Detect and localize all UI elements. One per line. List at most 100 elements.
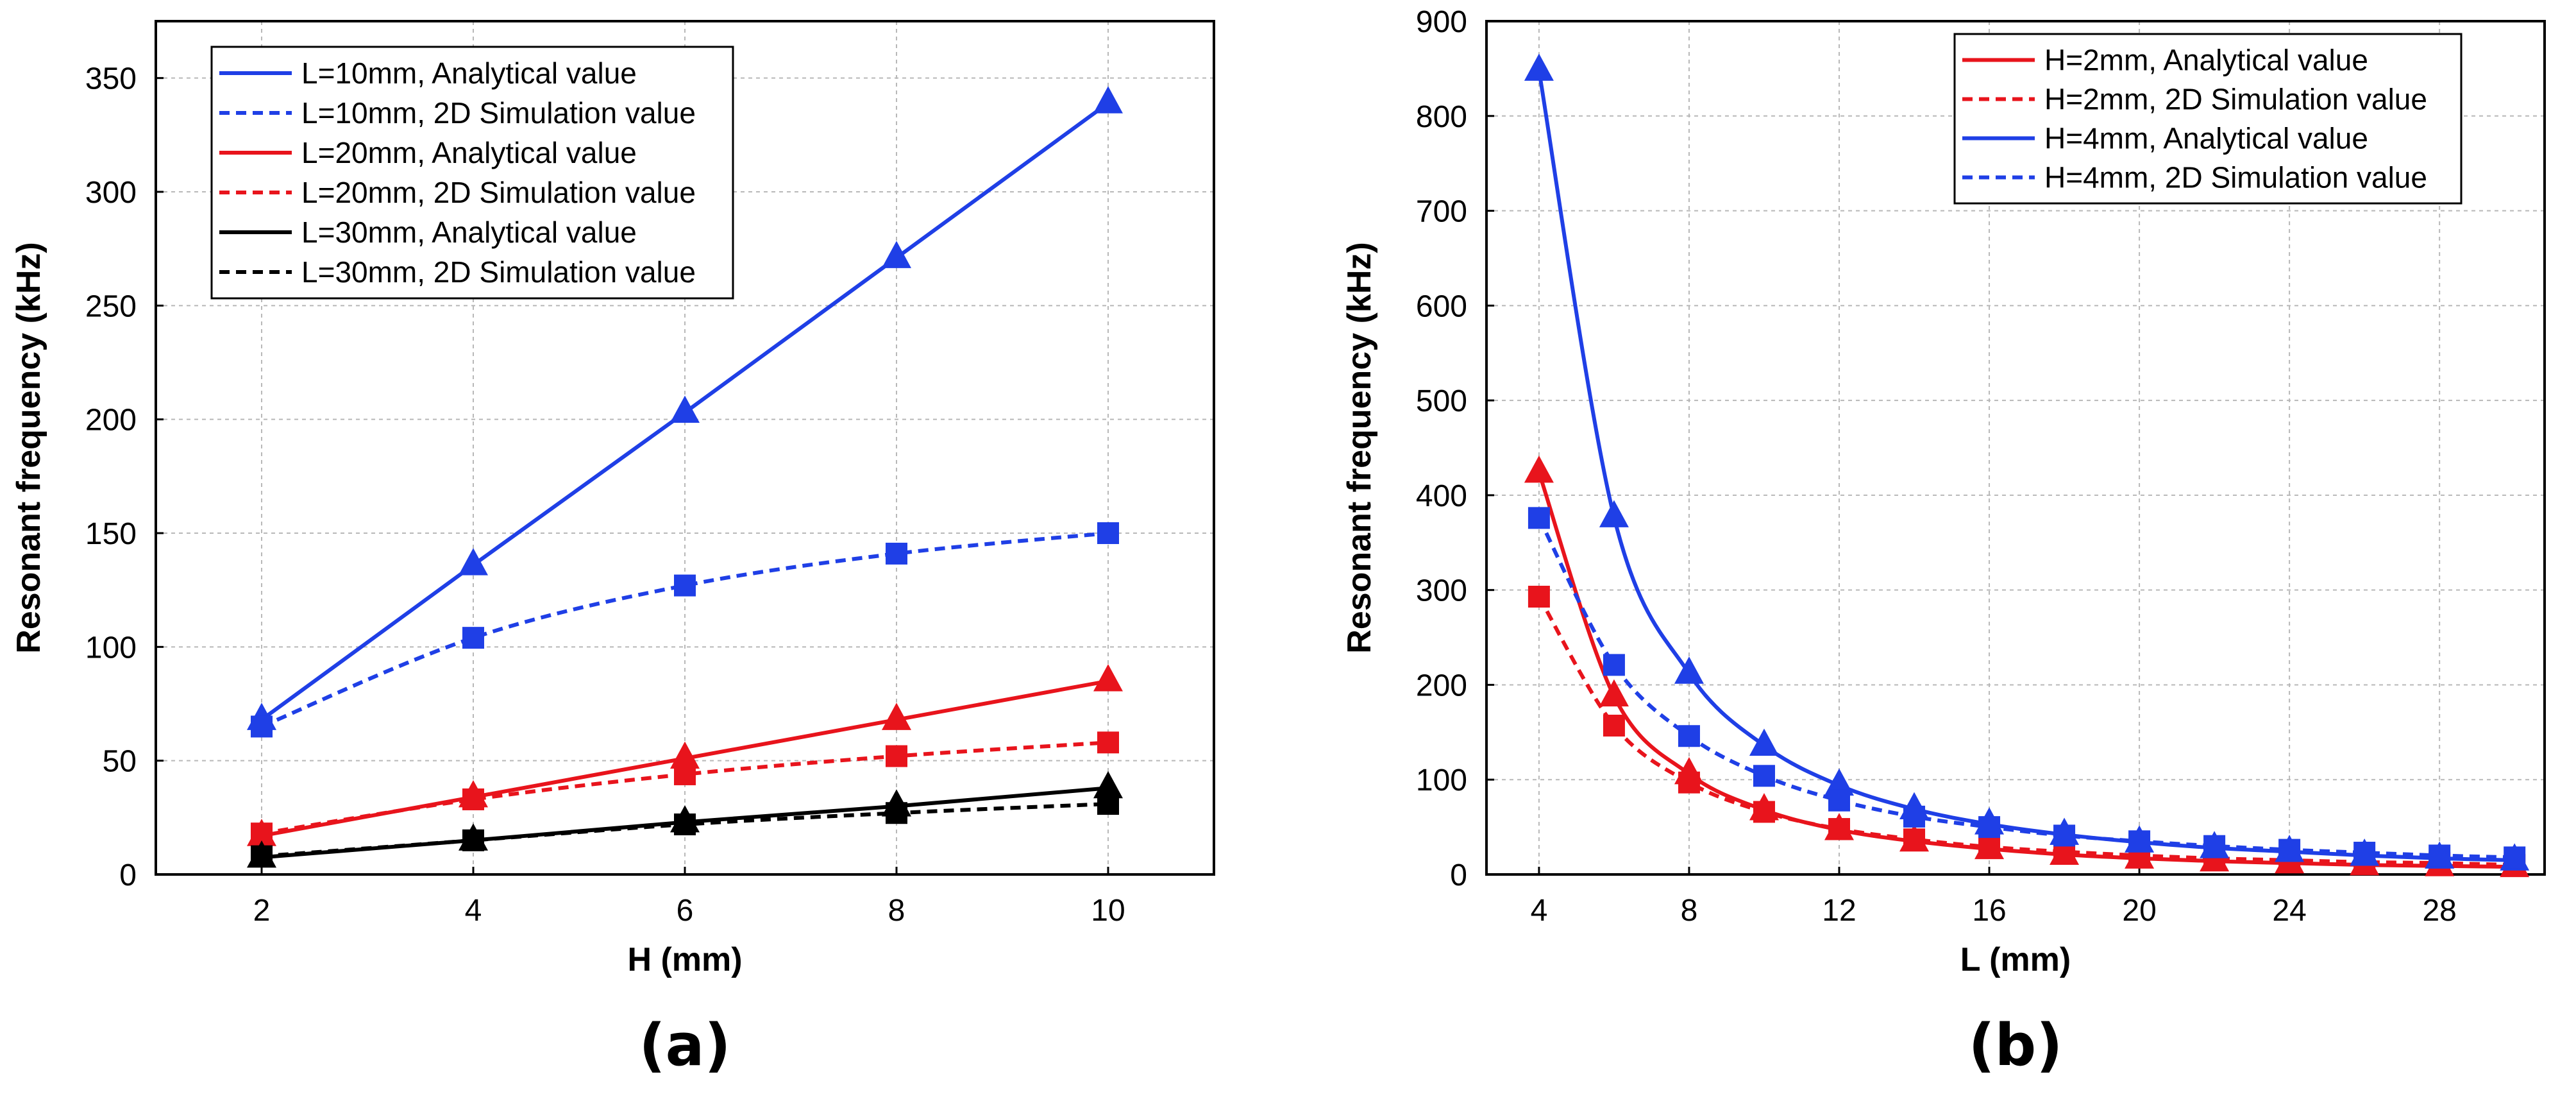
series-line [261,740,1109,836]
panel-label: (b) [1969,1012,2063,1079]
data-point-square [1528,507,1550,529]
data-point-square [462,829,484,851]
legend-entry: H=4mm, Analytical value [2044,122,2368,155]
series-h-4mm-2d-simulation-value [1528,507,2526,869]
data-point-triangle [459,548,488,575]
data-point-triangle [1524,53,1554,81]
series-l-20mm-2d-simulation-value [251,731,1119,845]
x-tick-label: 4 [1531,894,1548,928]
x-tick-label: 8 [888,894,905,928]
y-tick-label: 700 [1416,195,1467,229]
data-point-triangle [1093,664,1123,692]
plot-frame [1485,20,2546,876]
data-point-triangle [1093,771,1123,799]
x-tick-label: 2 [253,894,271,928]
y-tick-label: 50 [103,745,137,779]
legend-entry: L=10mm, 2D Simulation value [301,96,696,130]
y-tick-label: 200 [1416,669,1467,703]
y-axis-label: Resonant frequency (kHz) [10,242,47,653]
x-axis-ticks: 4 8 12 16 20 24 28 [1531,867,2457,928]
x-tick-label: 4 [465,894,482,928]
data-point-triangle [1599,679,1629,707]
data-point-square [1097,522,1119,544]
data-point-triangle [882,703,911,730]
y-tick-label: 350 [85,62,137,96]
data-point-triangle [882,241,911,268]
data-point-triangle [1524,456,1554,483]
x-tick-label: 16 [1972,894,2006,928]
data-point-square [1528,586,1550,608]
data-point-square [1828,789,1850,812]
x-axis-ticks: 2 4 6 8 10 [253,867,1125,928]
y-tick-label: 150 [85,517,137,551]
y-tick-label: 800 [1416,100,1467,134]
x-tick-label: 6 [677,894,694,928]
y-tick-label: 500 [1416,384,1467,418]
legend-entry: L=30mm, 2D Simulation value [301,255,696,289]
legend-entry: L=20mm, 2D Simulation value [301,176,696,209]
series-line [1536,70,2515,862]
y-tick-label: 200 [85,404,137,438]
legend-entry: L=20mm, Analytical value [301,136,637,169]
series-line [260,531,1109,729]
data-point-triangle [1674,656,1704,684]
y-tick-label: 100 [85,631,137,665]
data-point-square [2278,839,2301,861]
y-tick-label: 600 [1416,289,1467,323]
data-point-square [674,813,696,835]
data-point-triangle [1093,86,1123,114]
panel-label: (a) [639,1012,731,1079]
data-point-square [462,788,484,810]
data-point-square [1978,816,2001,839]
data-point-square [1097,793,1119,815]
y-tick-label: 400 [1416,479,1467,513]
data-point-square [251,715,273,738]
legend: H=2mm, Analytical value H=2mm, 2D Simulat… [1953,33,2462,205]
data-point-triangle [670,395,700,423]
series-l-10mm-analytical-value [247,86,1123,730]
legend-entry: H=2mm, Analytical value [2044,44,2368,77]
x-tick-label: 20 [2122,894,2156,928]
y-tick-label: 250 [85,289,137,323]
data-point-square [2053,824,2076,847]
data-point-square [1978,836,2001,858]
data-point-triangle [1824,768,1854,796]
x-tick-label: 10 [1091,894,1125,928]
series-l-30mm-2d-simulation-value [251,793,1119,867]
data-point-square [1097,731,1119,754]
data-point-square [886,542,907,565]
data-point-square [462,627,484,649]
y-axis-ticks: 0 50 100 150 200 250 300 350 [85,62,164,892]
data-point-square [886,745,907,767]
series-line [1537,516,2515,860]
y-axis-label: Resonant frequency (kHz) [1341,242,1378,653]
x-tick-label: 24 [2272,894,2306,928]
y-tick-label: 0 [1450,858,1467,892]
legend-entry: H=2mm, 2D Simulation value [2044,83,2427,116]
legend: L=10mm, Analytical value L=10mm, 2D Simul… [210,46,734,300]
data-point-triangle [670,741,700,769]
y-tick-label: 0 [119,858,137,892]
legend-entry: L=30mm, Analytical value [301,216,637,249]
data-point-square [674,574,696,597]
data-point-square [2429,844,2451,867]
x-axis-label: H (mm) [627,941,742,978]
legend-box [210,46,734,300]
legend-box [1953,33,2462,205]
data-point-square [1903,828,1926,851]
data-point-square [2504,846,2526,869]
legend-entry: L=10mm, Analytical value [301,56,637,90]
data-point-square [2203,835,2226,857]
data-point-square [2128,830,2151,853]
data-point-triangle [1749,728,1779,756]
chart-panel-b: 4 8 12 16 20 24 28 0 100 200 300 400 500 600 700 800 900… [1341,5,2546,1079]
data-point-square [1753,801,1775,823]
data-point-square [674,763,696,785]
data-point-square [1603,654,1625,676]
y-tick-label: 300 [1416,574,1467,608]
data-point-square [1603,714,1625,737]
series-l-10mm-2d-simulation-value [251,522,1119,738]
y-tick-label: 300 [85,176,137,210]
x-axis-label: L (mm) [1960,941,2071,978]
